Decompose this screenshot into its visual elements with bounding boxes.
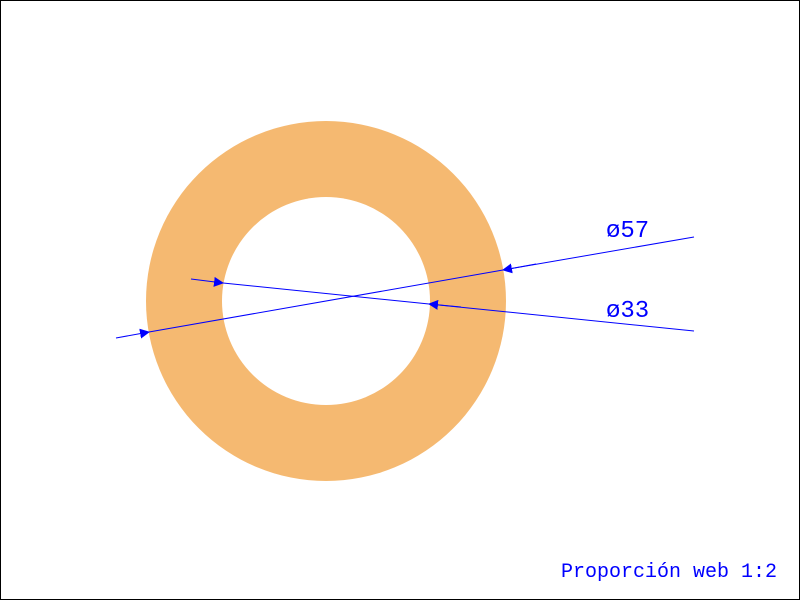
dim-outer-seg4 [503, 237, 694, 270]
footer-scale-label: Proporción web 1:2 [561, 561, 777, 584]
dim-outer-seg1 [116, 332, 149, 338]
diagram-svg [1, 1, 800, 600]
diagram-canvas: ø57 ø33 Proporción web 1:2 [0, 0, 800, 600]
inner-diameter-label: ø33 [606, 298, 649, 325]
outer-diameter-label: ø57 [606, 218, 649, 245]
